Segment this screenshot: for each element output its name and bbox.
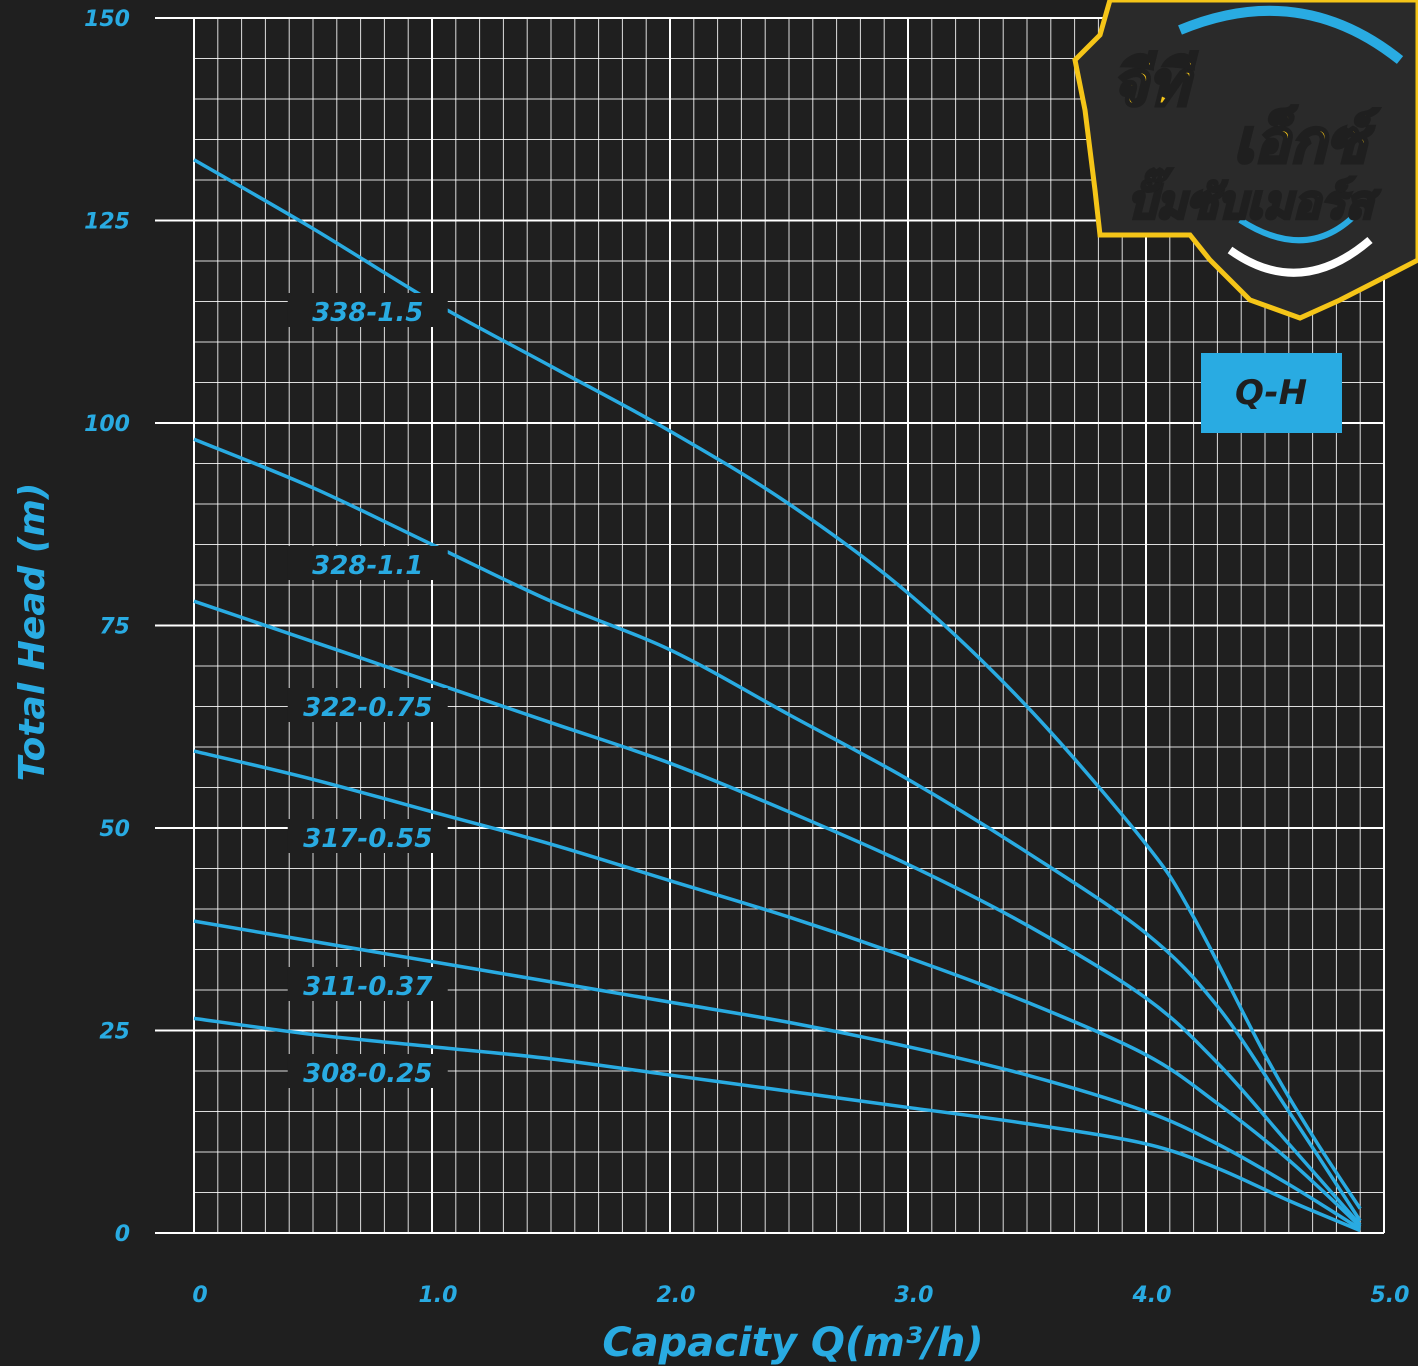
y-tick-label: 150 xyxy=(84,7,130,32)
x-axis-title: Capacity Q(m³/h) xyxy=(602,1320,983,1366)
curve-label-bg xyxy=(287,967,448,1001)
y-tick-label: 75 xyxy=(99,615,130,640)
y-axis-title: Total Head (m) xyxy=(12,483,53,782)
brand-logo: จีที เอ็กซ์ ปั๊มซับเมอร์ส xyxy=(1072,0,1418,321)
logo-text-line1: จีที xyxy=(1111,47,1197,120)
curve-label-bg xyxy=(287,1054,448,1088)
curve-label-bg xyxy=(287,819,448,853)
curve-label: 338-1.5 xyxy=(312,298,423,328)
curve-311-0.37 xyxy=(193,919,1362,1231)
qh-badge: Q-H xyxy=(1201,353,1342,433)
curve-label: 328-1.1 xyxy=(312,551,423,581)
x-tick-label: 3.0 xyxy=(895,1283,934,1308)
curve-328-1.1 xyxy=(193,437,1362,1222)
curve-label: 311-0.37 xyxy=(303,972,433,1002)
x-tick-label: 2.0 xyxy=(657,1283,696,1308)
curve-label: 322-0.75 xyxy=(303,693,432,723)
y-tick-label: 25 xyxy=(99,1020,130,1045)
x-tick-label: 4.0 xyxy=(1132,1283,1172,1308)
curve-317-0.55 xyxy=(193,749,1362,1228)
curve-label-bg xyxy=(287,688,448,722)
x-tick-label: 1.0 xyxy=(419,1283,458,1308)
curve-308-0.25 xyxy=(193,1016,1361,1233)
y-tick-labels: 0 25 50 75 100 125 150 xyxy=(84,7,130,1247)
x-tick-label: 5.0 xyxy=(1371,1283,1410,1308)
curve-322-0.75 xyxy=(193,599,1362,1227)
x-tick-label: 0 xyxy=(192,1283,207,1308)
y-tick-label: 100 xyxy=(84,412,130,437)
logo-text-line3: ปั๊มซับเมอร์ส xyxy=(1127,168,1381,229)
curve-label: 308-0.25 xyxy=(303,1059,432,1089)
qh-badge-text: Q-H xyxy=(1235,373,1307,413)
x-tick-labels: 0 1.0 2.0 3.0 4.0 5.0 xyxy=(192,1283,1409,1308)
curve-labels: 338-1.5 328-1.1 322-0.75 317-0.55 311-0.37 30… xyxy=(287,293,448,1089)
y-tick-label: 50 xyxy=(99,817,130,842)
curve-label: 317-0.55 xyxy=(303,824,432,854)
y-tick-label: 125 xyxy=(84,210,130,235)
logo-text-line2: เอ็กซ์ xyxy=(1233,105,1380,177)
y-tick-label: 0 xyxy=(115,1222,130,1247)
curve-label-bg xyxy=(287,293,448,327)
curve-label-bg xyxy=(287,546,448,580)
